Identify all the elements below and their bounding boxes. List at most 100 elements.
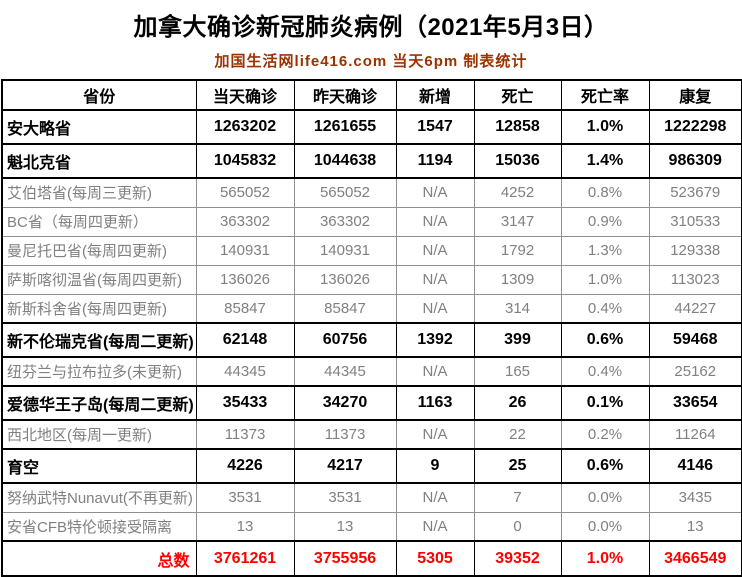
yesterday-cell: 565052 (293, 177, 397, 208)
recovered-cell: 113023 (648, 264, 742, 295)
table-row: 曼尼托巴省(每周四更新) 140931 140931 N/A 1792 1.3% 12933… (1, 235, 742, 266)
table-row: 爱德华王子岛(每周二更新) 35433 34270 1163 26 0.1% 33654 (1, 385, 742, 421)
deaths-cell: 314 (473, 293, 562, 324)
deathrate-cell: 0.6% (560, 322, 650, 358)
new-cell: 1392 (395, 322, 475, 358)
total-row: 总数 3761261 3755956 5305 39352 1.0% 34665… (1, 540, 742, 577)
table-row: 西北地区(每周一更新) 11373 11373 N/A 22 0.2% 11264 (1, 419, 742, 450)
column-header-recovered: 康复 (648, 79, 742, 111)
yesterday-cell: 136026 (293, 264, 397, 295)
deathrate-cell: 0.9% (560, 206, 650, 237)
province-cell: 新斯科舍省(每周四更新) (1, 293, 197, 324)
new-cell: N/A (395, 482, 475, 513)
recovered-cell: 523679 (648, 177, 742, 208)
yesterday-cell: 140931 (293, 235, 397, 266)
province-cell: 纽芬兰与拉布拉多(未更新) (1, 356, 197, 387)
recovered-cell: 1222298 (648, 109, 742, 145)
table-row: 新不伦瑞克省(每周二更新) 62148 60756 1392 399 0.6% 59468 (1, 322, 742, 358)
deaths-cell: 12858 (473, 109, 562, 145)
today-cell: 1045832 (195, 143, 295, 179)
province-cell: 安大略省 (1, 109, 197, 145)
column-header-yesterday: 昨天确诊 (293, 79, 397, 111)
today-cell: 136026 (195, 264, 295, 295)
column-header-today: 当天确诊 (195, 79, 295, 111)
deaths-cell: 4252 (473, 177, 562, 208)
new-cell: N/A (395, 206, 475, 237)
total-recovered-cell: 3466549 (648, 540, 742, 577)
yesterday-cell: 363302 (293, 206, 397, 237)
deathrate-cell: 1.3% (560, 235, 650, 266)
province-cell: 新不伦瑞克省(每周二更新) (1, 322, 197, 358)
today-cell: 363302 (195, 206, 295, 237)
new-cell: N/A (395, 264, 475, 295)
deaths-cell: 165 (473, 356, 562, 387)
province-cell: 安省CFB特伦顿接受隔离 (1, 511, 197, 542)
deathrate-cell: 1.0% (560, 109, 650, 145)
page-title: 加拿大确诊新冠肺炎病例（2021年5月3日） (133, 14, 609, 41)
deathrate-cell: 1.0% (560, 264, 650, 295)
deathrate-cell: 0.4% (560, 356, 650, 387)
total-yesterday-cell: 3755956 (293, 540, 397, 577)
deaths-cell: 7 (473, 482, 562, 513)
deathrate-cell: 0.8% (560, 177, 650, 208)
yesterday-cell: 85847 (293, 293, 397, 324)
deaths-cell: 3147 (473, 206, 562, 237)
new-cell: N/A (395, 511, 475, 542)
total-deathrate-cell: 1.0% (560, 540, 650, 577)
recovered-cell: 11264 (648, 419, 742, 450)
recovered-cell: 33654 (648, 385, 742, 421)
yesterday-cell: 4217 (293, 448, 397, 484)
new-cell: N/A (395, 293, 475, 324)
today-cell: 44345 (195, 356, 295, 387)
total-new-cell: 5305 (395, 540, 475, 577)
province-cell: 西北地区(每周一更新) (1, 419, 197, 450)
deathrate-cell: 0.6% (560, 448, 650, 484)
table-row: 安大略省 1263202 1261655 1547 12858 1.0% 1222298 (1, 109, 742, 145)
recovered-cell: 986309 (648, 143, 742, 179)
recovered-cell: 4146 (648, 448, 742, 484)
deaths-cell: 1792 (473, 235, 562, 266)
recovered-cell: 25162 (648, 356, 742, 387)
table-row: 育空 4226 4217 9 25 0.6% 4146 (1, 448, 742, 484)
table-row: 安省CFB特伦顿接受隔离 13 13 N/A 0 0.0% 13 (1, 511, 742, 542)
today-cell: 1263202 (195, 109, 295, 145)
new-cell: 1547 (395, 109, 475, 145)
deathrate-cell: 0.4% (560, 293, 650, 324)
deaths-cell: 399 (473, 322, 562, 358)
new-cell: N/A (395, 419, 475, 450)
yesterday-cell: 60756 (293, 322, 397, 358)
new-cell: 9 (395, 448, 475, 484)
column-header-deathrate: 死亡率 (560, 79, 650, 111)
deaths-cell: 25 (473, 448, 562, 484)
deathrate-cell: 0.2% (560, 419, 650, 450)
province-cell: BC省（每周四更新） (1, 206, 197, 237)
today-cell: 13 (195, 511, 295, 542)
page-subtitle: 加国生活网life416.com 当天6pm 制表统计 (214, 53, 528, 70)
table-body: 安大略省 1263202 1261655 1547 12858 1.0% 1222298 魁北… (1, 109, 742, 542)
province-cell: 育空 (1, 448, 197, 484)
covid-stats-table: 省份 当天确诊 昨天确诊 新增 死亡 死亡率 康复 安大略省 1263202 126… (1, 79, 742, 577)
yesterday-cell: 1044638 (293, 143, 397, 179)
table-header-row: 省份 当天确诊 昨天确诊 新增 死亡 死亡率 康复 (1, 79, 742, 111)
today-cell: 565052 (195, 177, 295, 208)
province-cell: 魁北克省 (1, 143, 197, 179)
new-cell: N/A (395, 356, 475, 387)
table-row: 纽芬兰与拉布拉多(未更新) 44345 44345 N/A 165 0.4% 25162 (1, 356, 742, 387)
column-header-deaths: 死亡 (473, 79, 562, 111)
deathrate-cell: 1.4% (560, 143, 650, 179)
province-cell: 艾伯塔省(每周三更新) (1, 177, 197, 208)
table-row: BC省（每周四更新） 363302 363302 N/A 3147 0.9% 310533 (1, 206, 742, 237)
table-row: 魁北克省 1045832 1044638 1194 15036 1.4% 986309 (1, 143, 742, 179)
recovered-cell: 13 (648, 511, 742, 542)
today-cell: 62148 (195, 322, 295, 358)
province-cell: 曼尼托巴省(每周四更新) (1, 235, 197, 266)
today-cell: 35433 (195, 385, 295, 421)
total-label: 总数 (1, 540, 197, 577)
new-cell: N/A (395, 177, 475, 208)
yesterday-cell: 13 (293, 511, 397, 542)
recovered-cell: 59468 (648, 322, 742, 358)
today-cell: 140931 (195, 235, 295, 266)
deaths-cell: 0 (473, 511, 562, 542)
column-header-province: 省份 (1, 79, 197, 111)
deathrate-cell: 0.1% (560, 385, 650, 421)
